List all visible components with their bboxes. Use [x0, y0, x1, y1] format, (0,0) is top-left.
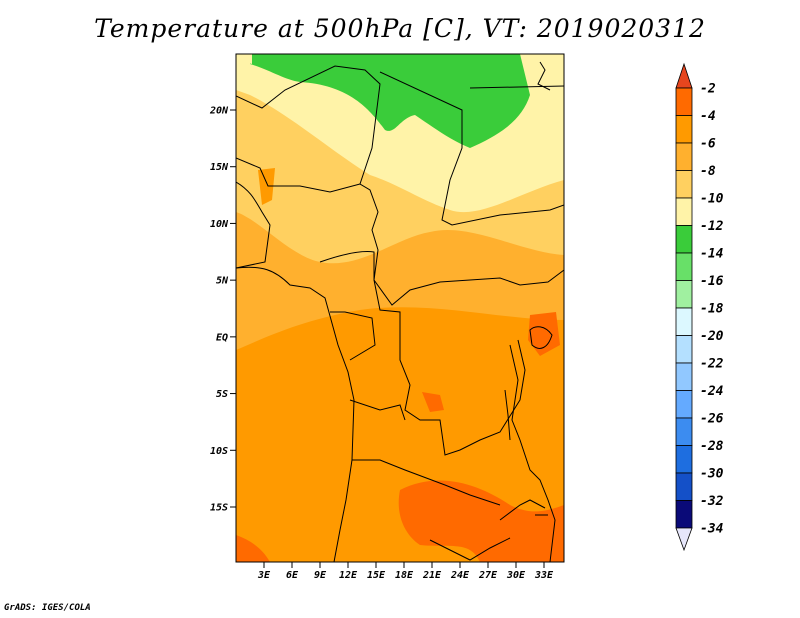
- lon-tick-label: 18E: [395, 570, 414, 581]
- colorbar-box: [675, 417, 693, 446]
- colorbar-label: -22: [700, 357, 724, 372]
- colorbar-box: [675, 252, 693, 281]
- colorbar-box: [675, 197, 693, 226]
- colorbar-label: -20: [700, 329, 724, 344]
- colorbar-box: [675, 500, 693, 529]
- colorbar-label: -24: [700, 384, 724, 399]
- lon-tick-label: 15E: [367, 570, 386, 581]
- boundary-egypt: [469, 85, 564, 89]
- colorbar-label: -30: [700, 467, 724, 482]
- temperature-field: [236, 54, 564, 562]
- boundary-car: [319, 251, 564, 306]
- coastline-redsea: [537, 61, 551, 91]
- boundary-chad-sudan: [379, 71, 564, 226]
- boundary-sahel: [236, 157, 361, 193]
- colorbar-label: -6: [700, 137, 716, 152]
- colorbar-box: [675, 87, 693, 116]
- field-patch-warm: [422, 392, 444, 412]
- lon-tick-label: 30E: [506, 570, 526, 581]
- boundary-zambia: [499, 499, 546, 521]
- colorbar-label: -12: [700, 219, 724, 234]
- colorbar-label: -28: [700, 439, 724, 454]
- boundary-gabon: [330, 311, 376, 361]
- colorbar-bottom-arrow: [675, 527, 693, 552]
- lon-tick-label: 33E: [534, 570, 554, 581]
- lat-tick-label: EQ: [216, 332, 228, 343]
- colorbar-label: -18: [700, 302, 724, 317]
- lon-tick-label: 27E: [478, 570, 498, 581]
- colorbar-label: -8: [700, 164, 716, 179]
- field-corner-warm: [236, 54, 252, 64]
- colorbar-label: -14: [700, 247, 724, 262]
- boundary-angola-north: [349, 399, 406, 421]
- lon-tick-label: 9E: [314, 570, 327, 581]
- boundary-zimbabwe: [429, 537, 511, 561]
- lat-tick-label: 10S: [210, 446, 228, 457]
- field-band-14to12: [250, 54, 530, 148]
- colorbar-label: -34: [700, 522, 724, 537]
- lake-tanganyika: [504, 389, 511, 441]
- colorbar: -2 -4 -6 -8 -10 -12 -14 -16 -18 -20 -22 -24 -26 -28 -3…: [675, 62, 724, 552]
- colorbar-label: -26: [700, 412, 724, 427]
- lon-tick-label: 3E: [257, 570, 271, 581]
- lon-tick-label: 6E: [286, 570, 299, 581]
- lat-tick-label: 5S: [216, 389, 228, 400]
- colorbar-box: [675, 115, 693, 144]
- colorbar-box: [675, 280, 693, 309]
- map-frame: [235, 53, 565, 563]
- lat-tick-label: 5N: [216, 276, 229, 287]
- colorbar-label: -10: [700, 192, 724, 207]
- lat-tick-label: 20N: [209, 106, 229, 117]
- lon-tick-label: 24E: [450, 570, 470, 581]
- boundary-north: [236, 65, 381, 281]
- field-patch-westafrica: [258, 168, 275, 205]
- colorbar-box: [675, 335, 693, 364]
- field-band-4to2-east: [528, 312, 560, 356]
- colorbar-label: -4: [700, 109, 716, 124]
- latitude-axis: 20N 15N 10N 5N EQ 5S 10S 15S: [209, 106, 236, 514]
- lat-tick-label: 15S: [210, 503, 228, 514]
- colorbar-box: [675, 472, 693, 501]
- colorbar-label: -32: [700, 494, 724, 509]
- coastline-west: [236, 266, 355, 562]
- longitude-axis: 3E 6E 9E 12E 15E 18E 21E 24E 27E 30E 33E: [257, 562, 554, 581]
- lake-victoria: [529, 326, 553, 349]
- boundary-east: [509, 344, 556, 562]
- country-boundaries: [236, 61, 564, 562]
- boundary-angola-south: [352, 459, 501, 506]
- lat-tick-label: 10N: [210, 219, 229, 230]
- lon-tick-label: 21E: [422, 570, 442, 581]
- colorbar-box: [675, 445, 693, 474]
- field-band-4to2-south: [398, 480, 564, 562]
- field-band-4to2-sw: [236, 535, 270, 562]
- colorbar-box: [675, 390, 693, 419]
- grads-credit: GrADS: IGES/COLA: [4, 603, 91, 613]
- boundary-westafrica: [236, 181, 271, 269]
- colorbar-box: [675, 307, 693, 336]
- map-title: Temperature at 500hPa [C], VT: 201902031…: [94, 14, 706, 43]
- colorbar-top-arrow: [675, 62, 693, 89]
- colorbar-box: [675, 170, 693, 199]
- colorbar-box: [675, 362, 693, 391]
- colorbar-label: -2: [700, 82, 716, 97]
- lon-tick-label: 12E: [339, 570, 358, 581]
- lat-tick-label: 15N: [210, 162, 229, 173]
- colorbar-box: [675, 225, 693, 254]
- colorbar-label: -16: [700, 274, 724, 289]
- colorbar-box: [675, 142, 693, 171]
